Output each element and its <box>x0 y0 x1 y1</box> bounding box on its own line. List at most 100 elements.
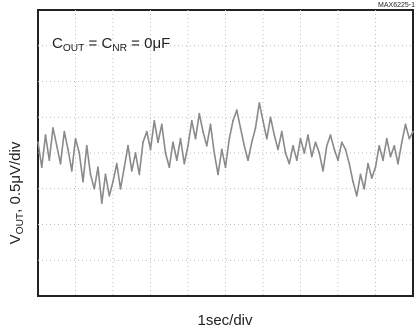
trace-point <box>393 144 396 147</box>
trace-point <box>213 152 216 154</box>
trace-point <box>187 144 189 147</box>
trace-point <box>307 134 309 137</box>
trace-point <box>400 141 403 144</box>
trace-point <box>370 177 373 179</box>
trace-point <box>172 141 174 144</box>
trace-point <box>333 148 336 151</box>
trace-point <box>48 159 51 162</box>
trace-point <box>382 159 384 162</box>
noise-trace <box>37 102 414 205</box>
trace-point <box>74 137 77 140</box>
trace-point <box>352 180 354 183</box>
trace-point <box>149 148 152 151</box>
trace-point <box>119 187 122 190</box>
trace-point <box>198 112 201 115</box>
trace-point <box>254 127 257 129</box>
trace-point <box>280 130 283 133</box>
trace-point <box>273 134 276 137</box>
trace-point <box>318 152 321 154</box>
trace-point <box>404 123 407 126</box>
trace-point <box>408 137 411 140</box>
trace-point <box>389 155 392 158</box>
trace-point <box>194 137 197 140</box>
trace-point <box>70 170 73 172</box>
trace-point <box>145 130 148 133</box>
trace-point <box>89 173 92 176</box>
trace-point <box>235 109 238 111</box>
trace-point <box>112 180 114 183</box>
trace-point <box>93 187 96 190</box>
trace-point <box>134 152 137 154</box>
trace-point <box>284 152 287 154</box>
trace-point <box>55 144 58 147</box>
trace-point <box>78 152 81 154</box>
trace-point <box>85 144 88 147</box>
trace-point <box>239 127 242 129</box>
trace-point <box>100 202 103 205</box>
capacitance-annotation: COUT = CNR = 0μF <box>52 35 170 54</box>
trace-point <box>292 144 294 147</box>
trace-point <box>288 162 291 165</box>
trace-point <box>258 102 261 104</box>
trace-point <box>329 134 332 137</box>
label-part: = C <box>84 35 112 52</box>
trace-point <box>179 137 182 140</box>
trace-point <box>138 173 141 176</box>
trace-point <box>164 152 167 154</box>
trace-point <box>220 148 223 151</box>
trace-point <box>355 195 358 197</box>
trace-point <box>359 173 362 176</box>
trace-point <box>37 141 39 144</box>
trace-point <box>160 123 163 126</box>
trace-point <box>303 152 306 154</box>
trace-point <box>175 159 178 162</box>
trace-point <box>183 162 186 165</box>
trace-point <box>363 187 366 190</box>
trace-point <box>322 170 324 172</box>
trace-point <box>232 119 234 122</box>
trace-point <box>115 162 118 165</box>
trace-point <box>127 144 129 147</box>
trace-point <box>378 144 381 147</box>
trace-point <box>348 162 351 165</box>
trace-point <box>52 127 54 129</box>
trace-point <box>123 166 126 169</box>
label-part: NR <box>112 43 127 54</box>
trace-point <box>385 137 388 140</box>
trace-point <box>412 130 414 133</box>
trace-point <box>344 148 347 151</box>
trace-point <box>243 144 246 147</box>
trace-point <box>314 141 317 144</box>
trace-point <box>247 159 249 162</box>
trace-point <box>269 116 272 119</box>
trace-point <box>205 144 208 147</box>
x-axis-label: 1sec/div <box>197 312 253 329</box>
trace-point <box>217 173 219 176</box>
trace-point <box>40 166 43 169</box>
trace-point <box>108 195 111 197</box>
trace-point <box>59 162 62 165</box>
trace-point <box>295 159 298 162</box>
trace-point <box>63 130 66 133</box>
y-axis-label: VOUT, 0.5μV/div <box>7 141 26 244</box>
trace-point <box>168 166 171 169</box>
trace-point <box>202 130 204 133</box>
label-part: OUT <box>63 43 85 54</box>
trace-point <box>250 141 253 144</box>
label-part: C <box>52 35 63 52</box>
trace-point <box>299 137 302 140</box>
trace-point <box>325 144 328 147</box>
trace-point <box>82 180 84 183</box>
trace-point <box>340 141 343 144</box>
trace-point <box>367 162 369 165</box>
trace-point <box>157 141 159 144</box>
trace-point <box>310 155 313 158</box>
trace-point <box>224 166 227 169</box>
trace-point <box>374 166 377 169</box>
trace-point <box>209 123 212 126</box>
label-part: OUT <box>15 213 26 235</box>
label-part: , 0.5μV/div <box>7 141 24 213</box>
grid <box>38 10 413 296</box>
trace-point <box>277 148 279 151</box>
